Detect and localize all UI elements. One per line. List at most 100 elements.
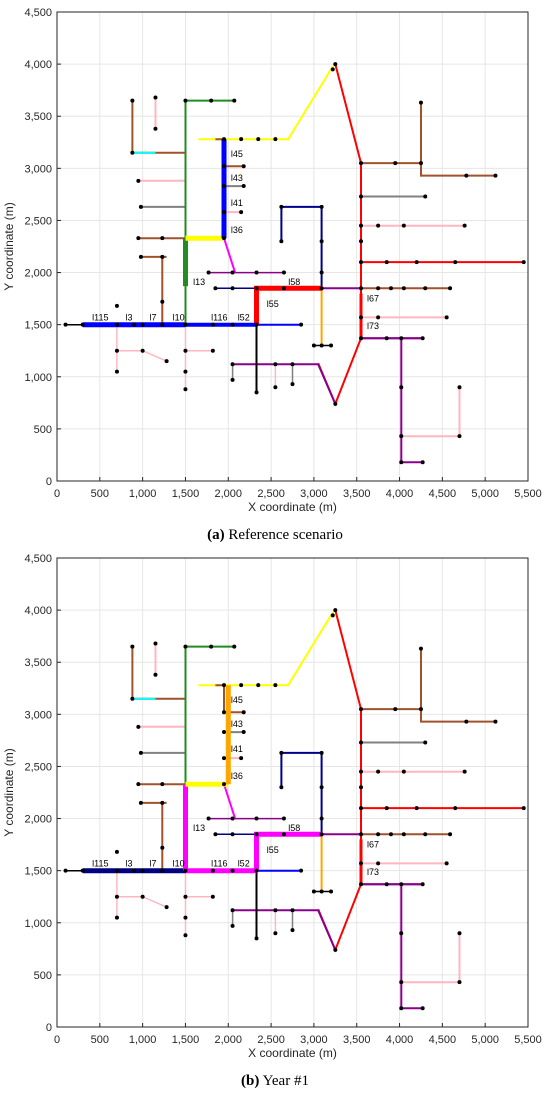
node	[359, 315, 364, 320]
x-tick-label: 0	[54, 1034, 60, 1046]
node	[414, 806, 419, 811]
x-tick-label: 500	[91, 1034, 109, 1046]
node	[210, 348, 215, 353]
pipe-segment	[400, 884, 423, 1010]
node	[241, 710, 246, 715]
y-tick-label: 1,000	[24, 372, 52, 384]
node	[399, 931, 404, 936]
node	[299, 322, 304, 327]
link-label: l36	[231, 225, 243, 235]
node	[241, 730, 246, 735]
y-tick-label: 1,500	[24, 866, 52, 878]
node	[63, 868, 68, 873]
node	[230, 923, 235, 928]
node	[401, 769, 406, 774]
node	[239, 137, 244, 142]
y-axis-label: Y coordinate (m)	[2, 202, 16, 290]
node	[401, 223, 406, 228]
x-tick-label: 5,500	[514, 488, 542, 500]
node	[359, 785, 364, 790]
node	[388, 832, 393, 837]
node	[230, 362, 235, 367]
node	[448, 286, 453, 291]
link-label: l55	[267, 845, 279, 855]
node	[493, 719, 498, 724]
node	[130, 98, 135, 103]
node	[213, 286, 218, 291]
tick-labels: 0 500 1,000 1,500 2,000 2,500 3,000 3,500 4,000 4…	[24, 553, 541, 1046]
node	[239, 756, 244, 761]
node	[209, 644, 214, 649]
node	[114, 322, 119, 327]
pipe-segment	[317, 609, 362, 953]
pipe-segment	[280, 751, 323, 835]
node	[210, 868, 215, 873]
node	[290, 362, 295, 367]
panel-a: 0 500 1,000 1,500 2,000 2,500 3,000 3,500 4,000 4…	[0, 0, 550, 546]
grid	[56, 11, 529, 482]
node	[376, 286, 381, 291]
x-tick-label: 5,000	[471, 1034, 499, 1046]
tick-labels: 0 500 1,000 1,500 2,000 2,500 3,000 3,500 4,000 4…	[24, 7, 541, 500]
node	[221, 710, 226, 715]
x-tick-label: 500	[91, 488, 109, 500]
node	[384, 806, 389, 811]
x-tick-label: 4,500	[429, 488, 457, 500]
y-tick-label: 2,500	[24, 215, 52, 227]
node	[130, 150, 135, 155]
link-label: l45	[231, 695, 243, 705]
node	[319, 239, 324, 244]
node	[384, 882, 389, 887]
caption-letter: (b)	[241, 1073, 259, 1089]
node	[399, 385, 404, 390]
node	[160, 868, 165, 873]
pipe-segment	[223, 237, 237, 273]
node	[63, 322, 68, 327]
node	[418, 100, 423, 105]
node	[279, 239, 284, 244]
node	[114, 303, 119, 308]
x-tick-label: 4,000	[386, 488, 414, 500]
node	[138, 204, 143, 209]
node	[138, 254, 143, 259]
node	[423, 832, 428, 837]
node	[241, 164, 246, 169]
network-nodes	[63, 608, 526, 1011]
node	[254, 270, 259, 275]
link-label: l116	[211, 858, 227, 868]
pipe-segment	[131, 646, 186, 700]
node	[444, 315, 449, 320]
node	[290, 928, 295, 933]
node	[444, 861, 449, 866]
link-label: l10	[173, 858, 185, 868]
node	[221, 164, 226, 169]
node	[140, 322, 145, 327]
node	[281, 832, 286, 837]
grid	[56, 557, 529, 1028]
node	[399, 460, 404, 465]
y-tick-label: 500	[34, 970, 52, 982]
link-label: l13	[193, 277, 205, 287]
node	[493, 173, 498, 178]
node	[457, 931, 462, 936]
node	[399, 336, 404, 341]
node	[160, 800, 165, 805]
node	[164, 905, 169, 910]
node	[359, 806, 364, 811]
node	[230, 816, 235, 821]
link-labels: l115 l3 l7 l10 l116 l52 l55 l58 l13 l36 l41 l43 l45 l…	[92, 695, 379, 877]
node	[333, 62, 338, 67]
node	[420, 882, 425, 887]
node	[232, 98, 237, 103]
node	[521, 806, 526, 811]
node	[239, 210, 244, 215]
x-tick-label: 2,000	[215, 1034, 243, 1046]
node	[359, 832, 364, 837]
node	[420, 336, 425, 341]
node	[329, 889, 334, 894]
y-tick-label: 3,500	[24, 657, 52, 669]
node	[230, 270, 235, 275]
link-label: l45	[231, 149, 243, 159]
node	[130, 696, 135, 701]
y-tick-label: 2,500	[24, 761, 52, 773]
